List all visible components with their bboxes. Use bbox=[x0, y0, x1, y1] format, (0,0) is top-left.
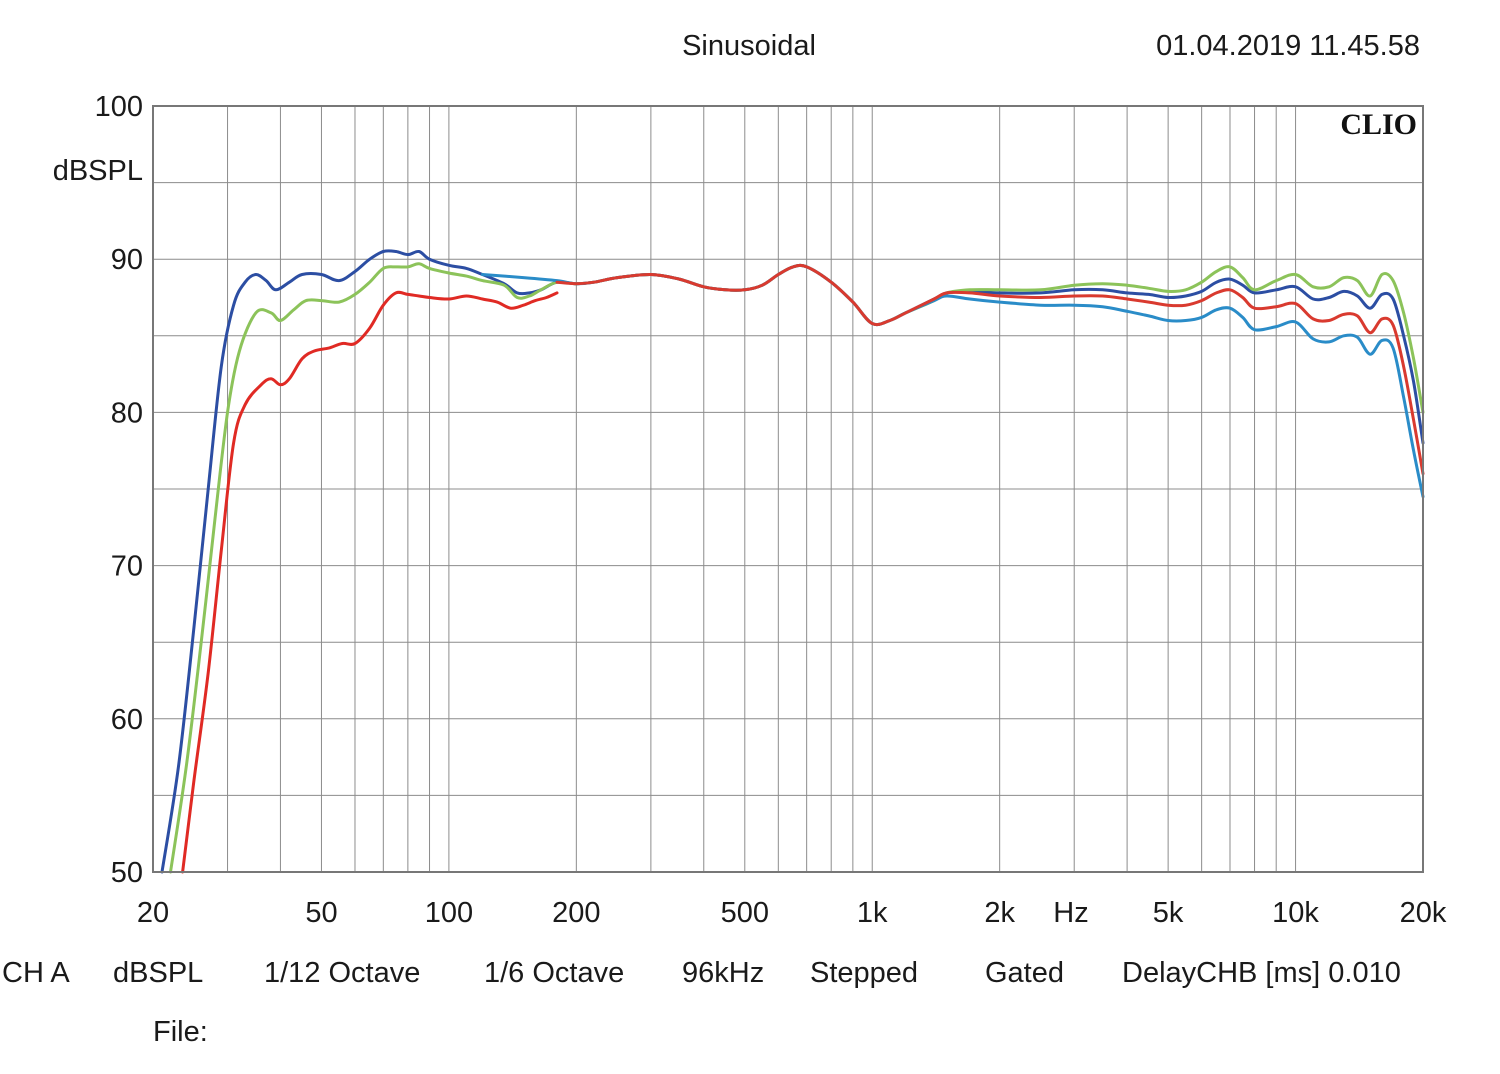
y-axis-label: dBSPL bbox=[53, 155, 143, 187]
grid bbox=[153, 106, 1423, 872]
x-tick-label: 5k bbox=[1153, 897, 1184, 929]
measurement-mode: Sinusoidal bbox=[682, 30, 816, 62]
clio-logo: CLIO bbox=[1340, 108, 1417, 141]
y-tick-label: 80 bbox=[111, 397, 143, 429]
x-tick-label: 500 bbox=[721, 897, 769, 929]
footer-delay: DelayCHB [ms] 0.010 bbox=[1122, 957, 1401, 989]
x-tick-label: 100 bbox=[425, 897, 473, 929]
x-tick-label: 20 bbox=[137, 897, 169, 929]
x-tick-labels: 20 50 100 200 500 1k 2k 5k 10k 20k bbox=[137, 897, 1447, 929]
series-group bbox=[160, 249, 1425, 874]
y-tick-label: 100 bbox=[95, 91, 143, 123]
footer-channel: CH A bbox=[2, 957, 70, 989]
x-tick-label: 10k bbox=[1272, 897, 1319, 929]
plot-frame bbox=[152, 105, 1424, 873]
x-tick-label: 50 bbox=[305, 897, 337, 929]
measurement-timestamp: 01.04.2019 11.45.58 bbox=[1156, 30, 1420, 62]
x-tick-label: 2k bbox=[984, 897, 1015, 929]
footer-smoothing: 1/12 Octave bbox=[264, 957, 420, 989]
x-tick-label: 20k bbox=[1400, 897, 1447, 929]
footer-resolution: 1/6 Octave bbox=[484, 957, 624, 989]
y-tick-labels: 50 60 70 80 90 100 bbox=[95, 91, 143, 889]
footer-sample-rate: 96kHz bbox=[682, 957, 764, 989]
footer-unit: dBSPL bbox=[113, 957, 203, 989]
series-line-3 bbox=[181, 290, 559, 874]
footer-window: Gated bbox=[985, 957, 1064, 989]
x-tick-label: 200 bbox=[552, 897, 600, 929]
x-axis-label: Hz bbox=[1053, 897, 1088, 929]
series-line-5 bbox=[555, 263, 1425, 476]
y-tick-label: 70 bbox=[111, 551, 143, 583]
y-tick-label: 50 bbox=[111, 857, 143, 889]
footer-sweep: Stepped bbox=[810, 957, 918, 989]
y-tick-label: 60 bbox=[111, 704, 143, 736]
x-tick-label: 1k bbox=[857, 897, 888, 929]
y-tick-label: 90 bbox=[111, 244, 143, 276]
footer-file-label: File: bbox=[153, 1016, 208, 1048]
